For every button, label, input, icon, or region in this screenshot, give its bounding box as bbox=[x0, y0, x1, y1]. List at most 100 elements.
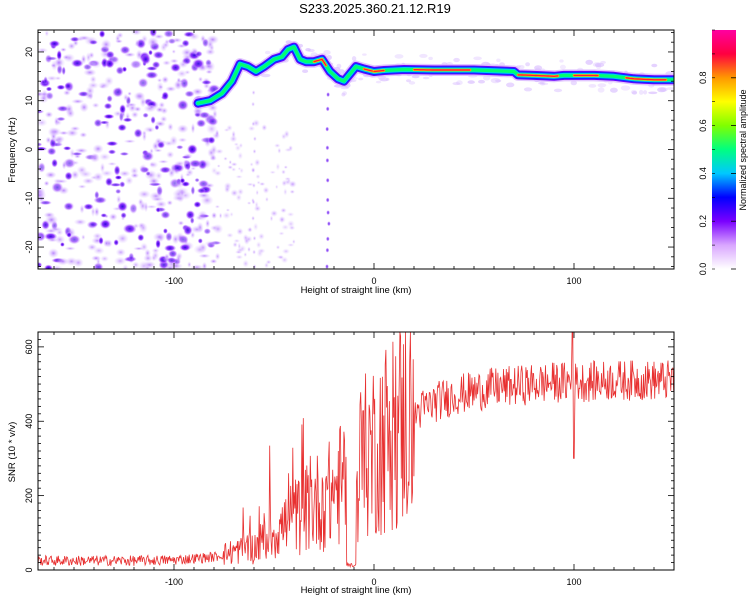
spectral-noise-blob bbox=[594, 62, 605, 68]
spectral-noise-blob bbox=[252, 235, 257, 241]
spectral-noise-blob bbox=[358, 77, 364, 81]
spectral-noise-blob bbox=[251, 101, 255, 107]
spectral-noise-blob bbox=[103, 102, 113, 110]
spectral-noise-blob bbox=[204, 63, 213, 69]
spectral-noise-blob bbox=[119, 111, 124, 122]
colorbar-tick-label: 0.0 bbox=[698, 263, 708, 276]
spectral-noise-blob bbox=[123, 139, 136, 144]
spectral-noise-blob bbox=[43, 180, 50, 187]
spectral-noise-blob bbox=[54, 179, 68, 184]
spectral-noise-blob bbox=[66, 108, 75, 118]
spectral-noise-blob bbox=[79, 132, 88, 138]
spectral-noise-blob bbox=[242, 259, 249, 268]
spectral-noise-blob bbox=[207, 117, 219, 126]
spectral-noise-blob bbox=[184, 90, 195, 98]
spectral-noise-blob bbox=[177, 124, 189, 134]
spectral-noise-blob bbox=[172, 234, 180, 245]
spectral-noise-blob bbox=[193, 201, 202, 208]
spectral-noise-blob bbox=[281, 179, 287, 187]
spectral-noise-blob bbox=[190, 47, 199, 55]
spectral-noise-blob bbox=[276, 255, 284, 259]
spectral-noise-blob bbox=[169, 135, 178, 146]
spectral-noise-blob bbox=[235, 193, 242, 202]
spectral-noise-blob bbox=[98, 236, 104, 245]
spectral-noise-blob bbox=[196, 119, 207, 128]
spectral-noise-blob bbox=[197, 187, 206, 194]
spectral-noise-blob bbox=[185, 172, 191, 177]
spectral-noise-blob bbox=[428, 56, 433, 61]
spectral-noise-blob bbox=[122, 117, 133, 123]
spectral-noise-blob bbox=[105, 50, 115, 59]
spectral-noise-blob bbox=[478, 79, 485, 84]
colorbar-gradient bbox=[712, 30, 736, 269]
spectral-noise-blob bbox=[194, 178, 200, 183]
spectral-noise-blob bbox=[183, 225, 193, 236]
spectral-noise-blob bbox=[188, 32, 200, 41]
spectral-noise-blob bbox=[90, 154, 100, 163]
spectral-noise-blob bbox=[99, 153, 111, 161]
spectral-noise-blob bbox=[129, 203, 138, 214]
spectral-noise-blob bbox=[158, 101, 165, 109]
spectral-noise-blob bbox=[177, 220, 184, 226]
spectral-noise-blob bbox=[100, 255, 109, 262]
spectral-noise-blob bbox=[48, 248, 59, 259]
spectral-noise-blob bbox=[264, 50, 271, 55]
spectral-noise-blob bbox=[411, 75, 420, 79]
spectral-noise-blob bbox=[87, 81, 99, 89]
spectral-noise-blob bbox=[156, 81, 164, 92]
spectral-noise-blob bbox=[64, 246, 76, 251]
spectral-noise-blob bbox=[165, 86, 177, 92]
spectral-noise-blob bbox=[588, 84, 597, 88]
spectral-noise-blob bbox=[143, 254, 153, 262]
spectral-noise-blob bbox=[630, 89, 637, 95]
spectral-noise-blob bbox=[473, 56, 482, 61]
spectral-noise-blob bbox=[209, 258, 218, 264]
spectral-noise-blob bbox=[657, 87, 667, 93]
spectral-noise-blob bbox=[38, 162, 46, 173]
spectral-noise-blob bbox=[100, 162, 105, 173]
spectral-noise-blob bbox=[45, 92, 54, 100]
spectral-noise-blob bbox=[46, 75, 58, 82]
spectrogram-x-tick-label: 100 bbox=[566, 276, 581, 286]
spectral-noise-blob bbox=[278, 231, 285, 236]
spectral-noise-blob bbox=[287, 243, 295, 247]
spectral-noise-blob bbox=[302, 69, 309, 73]
spectral-noise-blob bbox=[197, 210, 208, 221]
spectral-noise-blob bbox=[45, 171, 57, 179]
spectral-noise-blob bbox=[325, 158, 330, 163]
spectral-noise-blob bbox=[94, 207, 100, 217]
spectral-noise-blob bbox=[269, 170, 276, 174]
spectral-noise-blob bbox=[164, 253, 170, 260]
spectral-noise-blob bbox=[406, 79, 411, 83]
spectral-noise-blob bbox=[305, 48, 311, 52]
spectral-noise-blob bbox=[422, 76, 430, 80]
spectral-noise-blob bbox=[256, 249, 264, 258]
spectral-noise-blob bbox=[153, 232, 166, 242]
spectral-noise-blob bbox=[262, 186, 270, 194]
spectral-noise-blob bbox=[175, 187, 189, 195]
spectral-noise-blob bbox=[85, 52, 92, 63]
colorbar-tick-label: 0.2 bbox=[698, 215, 708, 228]
spectral-noise-blob bbox=[100, 213, 108, 218]
spectral-noise-blob bbox=[283, 165, 288, 169]
spectral-noise-blob bbox=[183, 159, 190, 165]
spectral-noise-blob bbox=[99, 219, 111, 229]
spectral-noise-blob bbox=[225, 208, 230, 212]
spectral-noise-blob bbox=[176, 145, 184, 150]
spectral-noise-blob bbox=[151, 196, 164, 202]
spectral-noise-blob bbox=[111, 55, 120, 65]
spectral-noise-blob bbox=[51, 158, 58, 168]
spectral-noise-blob bbox=[210, 144, 218, 155]
spectral-noise-blob bbox=[119, 45, 131, 55]
spectral-noise-blob bbox=[235, 254, 243, 260]
colorbar-tick-label: 0.8 bbox=[698, 72, 708, 85]
spectral-noise-blob bbox=[275, 245, 281, 250]
spectral-noise-blob bbox=[559, 59, 564, 63]
spectral-noise-blob bbox=[229, 211, 234, 217]
spectral-noise-blob bbox=[140, 163, 147, 174]
spectral-noise-blob bbox=[154, 34, 164, 40]
spectrogram-y-tick-label: 0 bbox=[24, 147, 34, 152]
spectral-noise-blob bbox=[167, 257, 177, 264]
spectral-noise-blob bbox=[323, 50, 331, 55]
ridge-band-4 bbox=[196, 45, 674, 105]
